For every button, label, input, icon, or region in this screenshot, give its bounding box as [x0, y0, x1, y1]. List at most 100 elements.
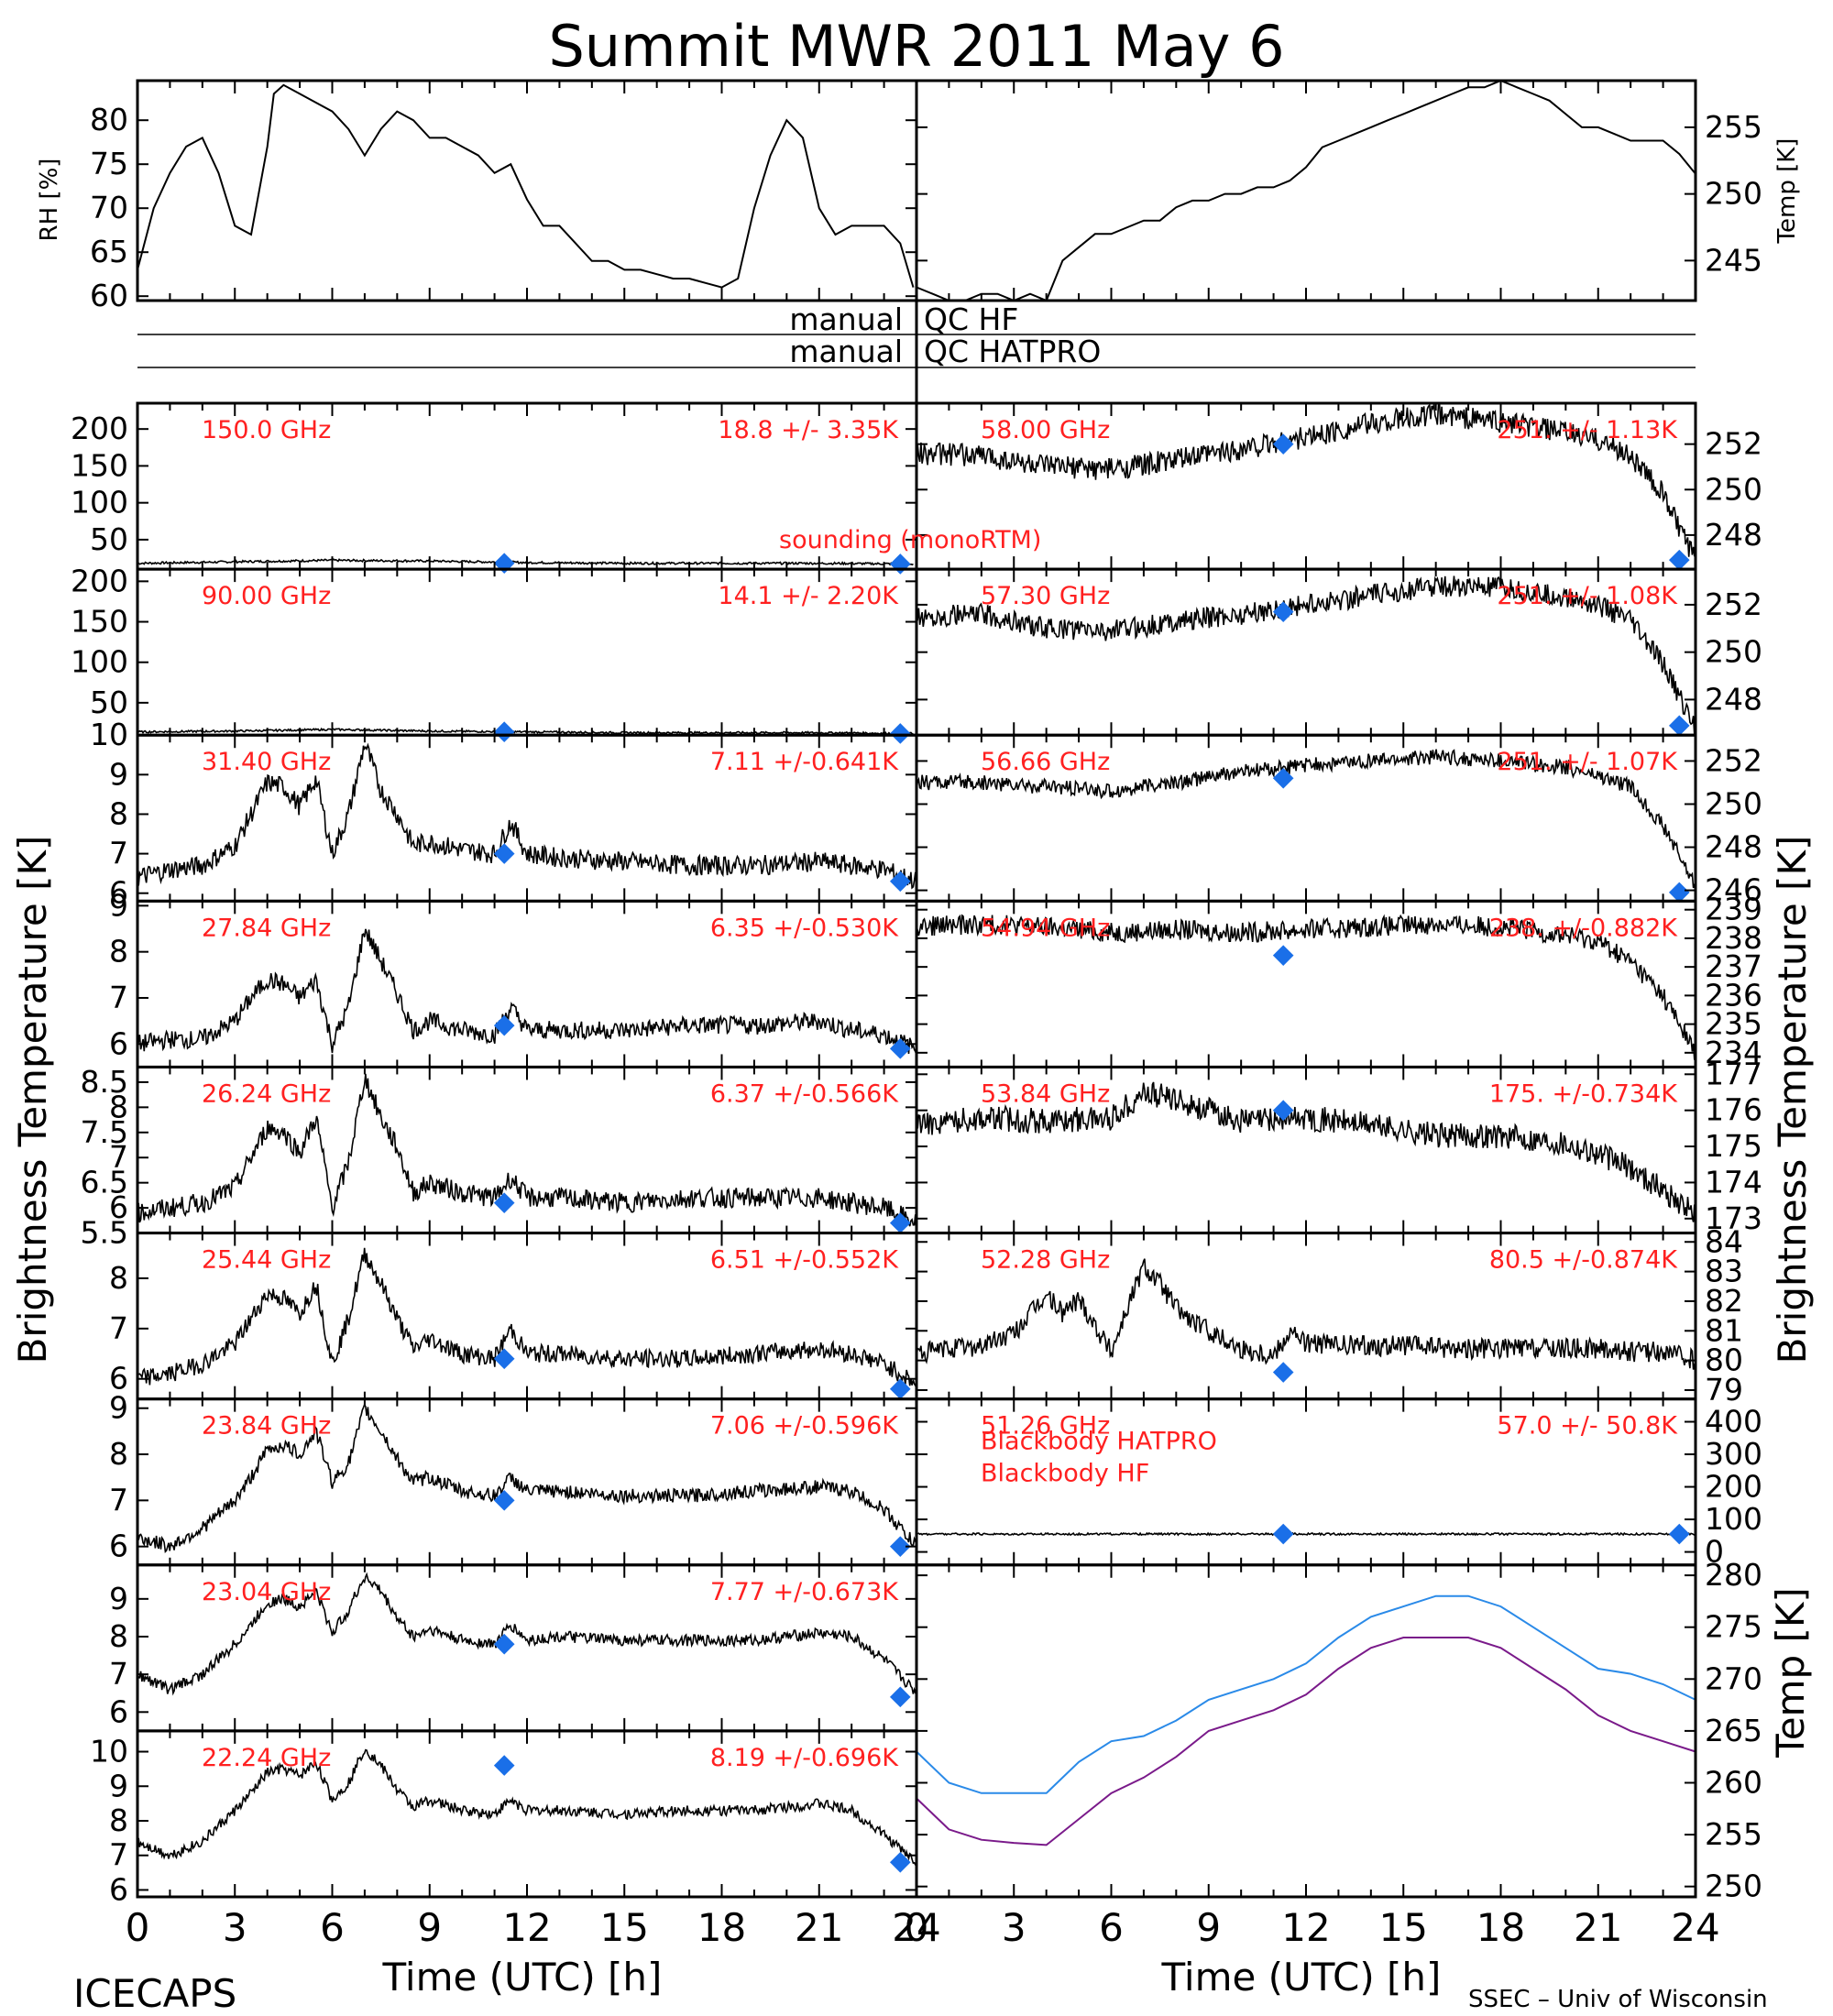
- sounding-point-ch5228: [1272, 1362, 1294, 1383]
- y-tick-label: 7.5: [81, 1114, 128, 1150]
- channel-stat-label: 251. +/- 1.08K: [1497, 582, 1678, 610]
- y-tick-label: 8: [109, 1436, 128, 1472]
- y-tick-label: 7: [109, 1139, 128, 1175]
- y-tick-label: 250: [1705, 1868, 1762, 1904]
- channel-frequency-label: 26.24 GHz: [202, 1079, 331, 1108]
- y-tick-label: 84: [1705, 1223, 1743, 1259]
- sounding-point-ch5730: [1272, 601, 1294, 622]
- channel-stat-label: 18.8 +/- 3.35K: [718, 416, 899, 444]
- legend-blackbody-hatpro: Blackbody HATPRO: [981, 1428, 1217, 1456]
- temp-axis-label: Temp [K]: [1773, 138, 1801, 245]
- y-tick-label: 246: [1705, 872, 1762, 908]
- channel-frequency-label: 90.00 GHz: [202, 582, 331, 610]
- y-tick-label: 235: [1705, 1006, 1762, 1042]
- sounding-point-ch2624: [493, 1192, 515, 1213]
- right-x-axis-label: Time (UTC) [h]: [1161, 1955, 1442, 2000]
- x-tick-label-left: 3: [223, 1905, 247, 1950]
- y-tick-label: 8: [109, 1802, 128, 1838]
- sounding-point-ch5666: [1272, 767, 1294, 789]
- frame-rh: [136, 79, 918, 302]
- y-tick-label: 252: [1705, 742, 1762, 778]
- sounding-point-ch2224: [889, 1851, 911, 1873]
- channel-stat-label: 57.0 +/- 50.8K: [1497, 1412, 1678, 1441]
- y-tick-label: 250: [1705, 785, 1762, 821]
- sounding-point-ch2624: [889, 1212, 911, 1233]
- series-line-ch3140: [137, 742, 917, 890]
- y-tick-label: 250: [1705, 471, 1762, 507]
- y-tick-label: 7: [109, 980, 128, 1015]
- y-tick-label: 255: [1705, 1816, 1762, 1852]
- x-tick-label-right: 12: [1281, 1905, 1330, 1950]
- series-line-ch5126: [916, 1531, 1696, 1537]
- sounding-point-ch2384: [493, 1490, 515, 1511]
- x-tick-label-right: 9: [1196, 1905, 1221, 1950]
- series-line-ch2304: [137, 1572, 917, 1696]
- sounding-point-ch5126: [1272, 1523, 1294, 1545]
- y-tick-label: 248: [1705, 681, 1762, 717]
- y-tick-label: 5.5: [81, 1215, 128, 1251]
- sounding-point-ch2304: [889, 1686, 911, 1708]
- sounding-point-ch5666: [1668, 882, 1690, 904]
- y-tick-label: 250: [1705, 176, 1762, 212]
- panel-temp: 245 250 255: [915, 79, 1762, 302]
- y-tick-label: 100: [71, 485, 128, 520]
- sounding-point-ch3140: [493, 843, 515, 864]
- y-tick-label: 81: [1705, 1312, 1743, 1348]
- channel-stat-label: 238. +/-0.882K: [1489, 914, 1678, 942]
- y-tick-label: 8: [109, 1089, 128, 1124]
- panel-blackbody: 250 255 260 265 270 275 280: [915, 1557, 1762, 1904]
- right-y-axis-label: Brightness Temperature [K]: [1770, 836, 1815, 1364]
- figure-title: Summit MWR 2011 May 6: [548, 13, 1284, 80]
- channel-frequency-label: 23.04 GHz: [202, 1578, 331, 1606]
- y-tick-label: 250: [1705, 634, 1762, 670]
- y-tick-label: 7: [109, 1310, 128, 1346]
- channel-stat-label: 7.77 +/-0.673K: [710, 1578, 899, 1606]
- channel-stat-label: 6.35 +/-0.530K: [710, 914, 899, 942]
- sounding-point-ch90: [889, 723, 911, 744]
- series-line-ch5384: [916, 1081, 1696, 1222]
- channel-stat-label: 7.11 +/-0.641K: [710, 748, 899, 776]
- channel-frequency-label: 150.0 GHz: [202, 416, 331, 444]
- qc-hf-manual: manual: [789, 301, 903, 337]
- y-tick-label: 50: [90, 521, 128, 557]
- y-tick-label: 248: [1705, 517, 1762, 553]
- x-tick-label-left: 6: [320, 1905, 345, 1950]
- y-tick-label: 6: [109, 1361, 128, 1397]
- y-tick-label: 7: [109, 1656, 128, 1692]
- y-tick-label: 280: [1705, 1557, 1762, 1593]
- y-tick-label: 7: [109, 836, 128, 871]
- channel-stat-label: 251. +/- 1.13K: [1497, 416, 1678, 444]
- y-tick-label: 176: [1705, 1092, 1762, 1128]
- y-tick-label: 275: [1705, 1609, 1762, 1645]
- y-tick-label: 6: [109, 1189, 128, 1225]
- blackbody-temp-axis-label: Temp [K]: [1768, 1587, 1813, 1759]
- x-tick-label-right: 21: [1574, 1905, 1622, 1950]
- sounding-point-ch90: [493, 721, 515, 743]
- x-tick-label-right: 15: [1379, 1905, 1428, 1950]
- y-tick-label: 239: [1705, 892, 1762, 927]
- y-tick-label: 6: [109, 875, 128, 911]
- channel-frequency-label: 22.24 GHz: [202, 1744, 331, 1772]
- channel-frequency-label: 25.44 GHz: [202, 1246, 331, 1275]
- y-tick-label: 79: [1705, 1372, 1743, 1408]
- y-tick-label: 10: [90, 1734, 128, 1769]
- panel-ch90: 50 100 150 200 90.00 GHz 14.1 +/- 2.20K: [71, 563, 918, 744]
- left-x-axis-label: Time (UTC) [h]: [382, 1955, 663, 2000]
- y-tick-label: 150: [71, 447, 128, 483]
- y-tick-label: 7: [109, 1837, 128, 1873]
- y-tick-label: 80: [90, 102, 128, 137]
- y-tick-label: 50: [90, 685, 128, 720]
- x-tick-label-left: 12: [502, 1905, 551, 1950]
- legend-blackbody-hf: Blackbody HF: [981, 1460, 1149, 1488]
- y-tick-label: 252: [1705, 586, 1762, 622]
- channel-stat-label: 175. +/-0.734K: [1489, 1079, 1678, 1108]
- y-tick-label: 6: [109, 1871, 128, 1907]
- rh-axis-label: RH [%]: [36, 159, 63, 242]
- series-line-ch90: [137, 727, 914, 736]
- x-tick-label-left: 9: [417, 1905, 442, 1950]
- series-line-ch2384: [137, 1402, 917, 1554]
- channel-frequency-label: 27.84 GHz: [202, 914, 331, 942]
